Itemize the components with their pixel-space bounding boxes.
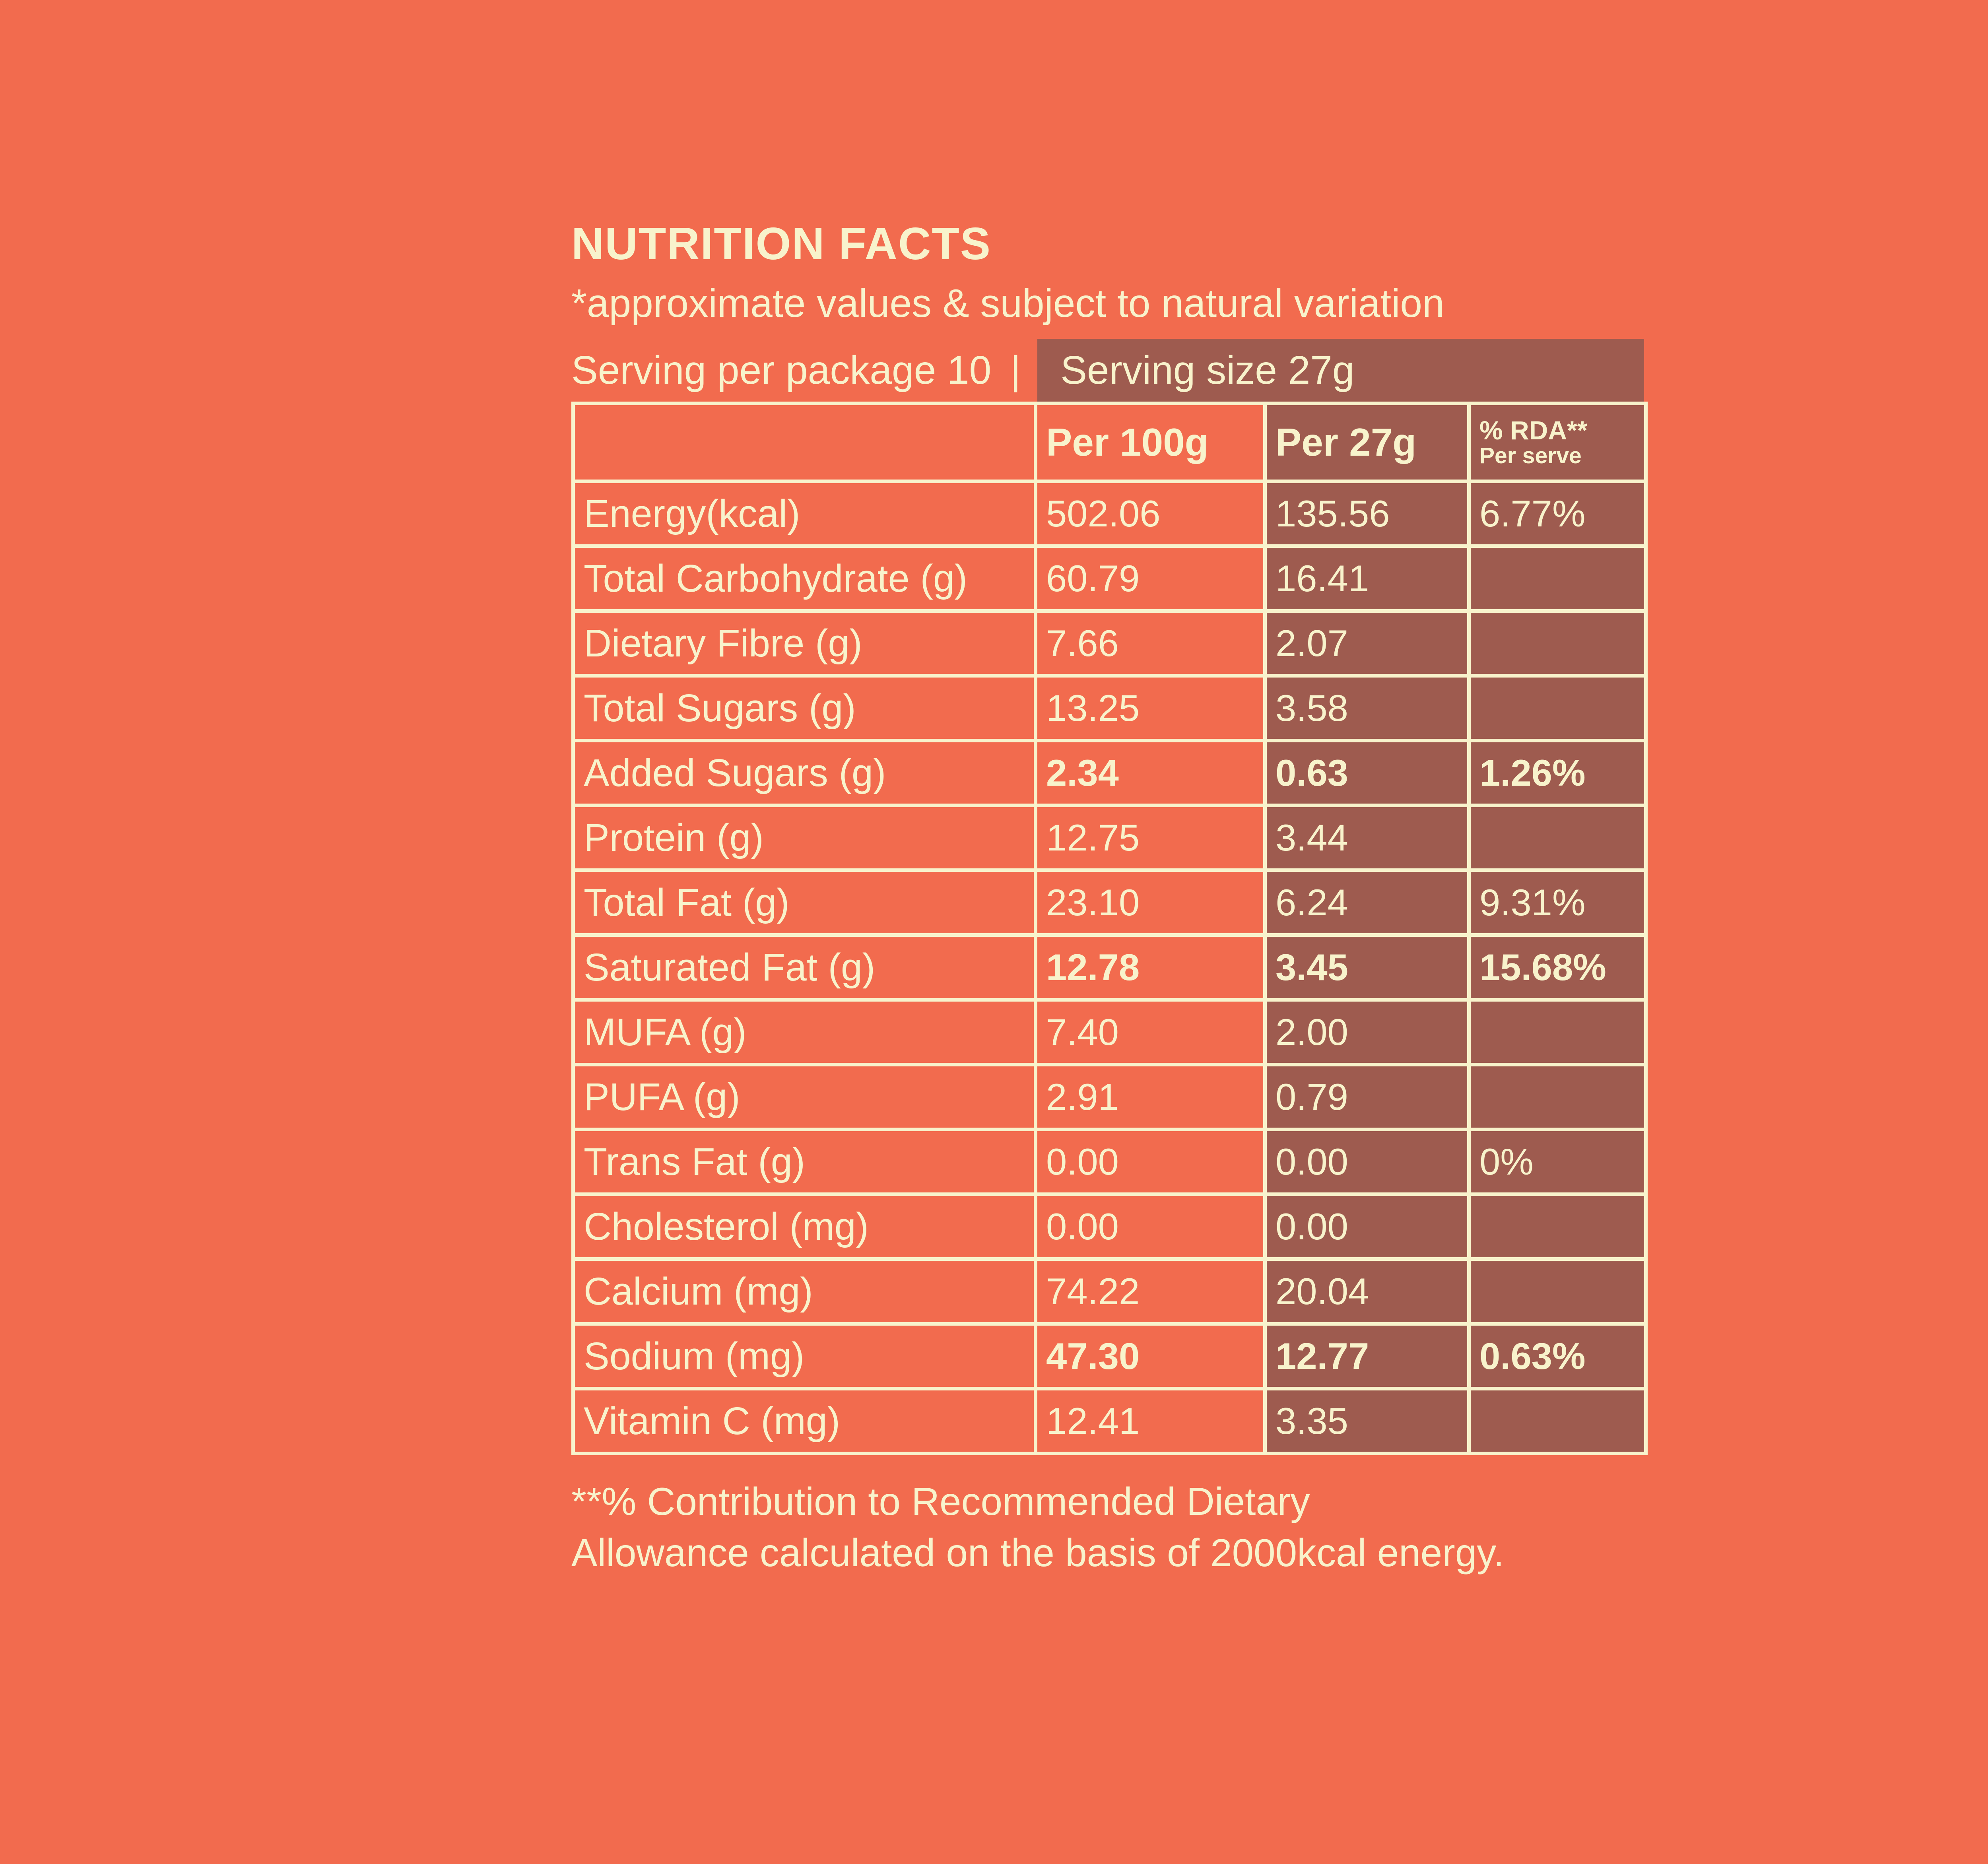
- per27g-cell: 12.77: [1263, 1322, 1471, 1390]
- nutrient-label-cell: Cholesterol (mg): [571, 1192, 1037, 1261]
- per27g-cell: 2.00: [1263, 998, 1471, 1066]
- rda-cell: [1467, 674, 1648, 742]
- footnote: **% Contribution to Recommended Dietary …: [571, 1476, 1504, 1579]
- per27g-cell: 2.07: [1263, 609, 1471, 678]
- page-title: NUTRITION FACTS: [571, 219, 991, 269]
- per27g-cell: 0.63: [1263, 739, 1471, 807]
- rda-cell: [1467, 1257, 1648, 1326]
- disclaimer-text: *approximate values & subject to natural…: [571, 281, 1444, 326]
- nutrient-label-cell: Dietary Fibre (g): [571, 609, 1037, 678]
- per27g-cell: 3.35: [1263, 1387, 1471, 1455]
- per27g-cell: 135.56: [1263, 480, 1471, 548]
- table-row: Total Fat (g) 23.10 6.24 9.31%: [571, 868, 1648, 937]
- footnote-line1: **% Contribution to Recommended Dietary: [571, 1480, 1310, 1523]
- table-row: Sodium (mg) 47.30 12.77 0.63%: [571, 1322, 1648, 1390]
- per27g-header-cell: Per 27g: [1263, 402, 1471, 483]
- rda-cell: 0.63%: [1467, 1322, 1648, 1390]
- table-row: MUFA (g) 7.40 2.00: [571, 998, 1648, 1066]
- rda-cell: [1467, 544, 1648, 613]
- table-header-row: Per 100g Per 27g % RDA** Per serve: [571, 402, 1648, 483]
- per27g-cell: 3.45: [1263, 933, 1471, 1002]
- rda-cell: 6.77%: [1467, 480, 1648, 548]
- rda-header-line2: Per serve: [1479, 443, 1582, 469]
- per100g-cell: 7.40: [1034, 998, 1267, 1066]
- per100g-cell: 12.75: [1034, 804, 1267, 872]
- table-row: Calcium (mg) 74.22 20.04: [571, 1257, 1648, 1326]
- rda-cell: [1467, 1192, 1648, 1261]
- serving-info: Serving per package 10 | Serving size 27…: [571, 339, 1644, 402]
- per27g-cell: 20.04: [1263, 1257, 1471, 1326]
- per27g-cell: 3.44: [1263, 804, 1471, 872]
- nutrition-table: Per 100g Per 27g % RDA** Per serve Energ…: [571, 402, 1648, 1455]
- rda-cell: [1467, 1387, 1648, 1455]
- nutrient-label-cell: Total Fat (g): [571, 868, 1037, 937]
- rda-header-line1: % RDA**: [1479, 415, 1588, 445]
- per27g-cell: 0.00: [1263, 1192, 1471, 1261]
- rda-cell: 9.31%: [1467, 868, 1648, 937]
- serving-per-package: Serving per package 10: [571, 348, 992, 392]
- per100g-cell: 7.66: [1034, 609, 1267, 678]
- table-row: Saturated Fat (g) 12.78 3.45 15.68%: [571, 933, 1648, 1002]
- rda-cell: [1467, 804, 1648, 872]
- nutrient-label-cell: MUFA (g): [571, 998, 1037, 1066]
- rda-cell: 0%: [1467, 1128, 1648, 1196]
- serving-size: Serving size 27g: [1060, 348, 1355, 392]
- per100g-cell: 60.79: [1034, 544, 1267, 613]
- nutrient-label-cell: Calcium (mg): [571, 1257, 1037, 1326]
- empty-header-cell: [571, 402, 1037, 483]
- per27g-cell: 0.79: [1263, 1063, 1471, 1131]
- rda-cell: 15.68%: [1467, 933, 1648, 1002]
- table-row: Total Carbohydrate (g) 60.79 16.41: [571, 544, 1648, 613]
- per27g-cell: 16.41: [1263, 544, 1471, 613]
- per100g-cell: 47.30: [1034, 1322, 1267, 1390]
- table-row: Cholesterol (mg) 0.00 0.00: [571, 1192, 1648, 1261]
- table-row: Added Sugars (g) 2.34 0.63 1.26%: [571, 739, 1648, 807]
- rda-cell: 1.26%: [1467, 739, 1648, 807]
- rda-cell: [1467, 609, 1648, 678]
- nutrient-label-cell: Trans Fat (g): [571, 1128, 1037, 1196]
- table-row: Dietary Fibre (g) 7.66 2.07: [571, 609, 1648, 678]
- separator-bar: |: [1010, 348, 1021, 392]
- per27g-cell: 0.00: [1263, 1128, 1471, 1196]
- table-row: Trans Fat (g) 0.00 0.00 0%: [571, 1128, 1648, 1196]
- per100g-cell: 12.78: [1034, 933, 1267, 1002]
- per100g-cell: 2.91: [1034, 1063, 1267, 1131]
- per100g-cell: 74.22: [1034, 1257, 1267, 1326]
- per100g-cell: 13.25: [1034, 674, 1267, 742]
- table-row: PUFA (g) 2.91 0.79: [571, 1063, 1648, 1131]
- nutrient-label-cell: Protein (g): [571, 804, 1037, 872]
- table-row: Energy(kcal) 502.06 135.56 6.77%: [571, 480, 1648, 548]
- nutrient-label-cell: Vitamin C (mg): [571, 1387, 1037, 1455]
- per27g-cell: 6.24: [1263, 868, 1471, 937]
- nutrient-label-cell: PUFA (g): [571, 1063, 1037, 1131]
- per100g-cell: 0.00: [1034, 1192, 1267, 1261]
- rda-header-cell: % RDA** Per serve: [1467, 402, 1648, 483]
- nutrient-label-cell: Total Carbohydrate (g): [571, 544, 1037, 613]
- rda-cell: [1467, 1063, 1648, 1131]
- nutrient-label-cell: Total Sugars (g): [571, 674, 1037, 742]
- per100g-cell: 502.06: [1034, 480, 1267, 548]
- per27g-cell: 3.58: [1263, 674, 1471, 742]
- nutrient-label-cell: Energy(kcal): [571, 480, 1037, 548]
- per100g-cell: 2.34: [1034, 739, 1267, 807]
- per100g-cell: 0.00: [1034, 1128, 1267, 1196]
- table-row: Vitamin C (mg) 12.41 3.35: [571, 1387, 1648, 1455]
- rda-cell: [1467, 998, 1648, 1066]
- nutrient-label-cell: Added Sugars (g): [571, 739, 1037, 807]
- nutrient-label-cell: Saturated Fat (g): [571, 933, 1037, 1002]
- nutrition-table-wrap: Per 100g Per 27g % RDA** Per serve Energ…: [571, 402, 1648, 1455]
- footnote-line2: Allowance calculated on the basis of 200…: [571, 1531, 1505, 1575]
- per100g-header-cell: Per 100g: [1034, 402, 1267, 483]
- table-row: Total Sugars (g) 13.25 3.58: [571, 674, 1648, 742]
- per100g-cell: 23.10: [1034, 868, 1267, 937]
- table-row: Protein (g) 12.75 3.44: [571, 804, 1648, 872]
- nutrient-label-cell: Sodium (mg): [571, 1322, 1037, 1390]
- serving-size-highlight: Serving size 27g: [1037, 339, 1644, 402]
- per100g-cell: 12.41: [1034, 1387, 1267, 1455]
